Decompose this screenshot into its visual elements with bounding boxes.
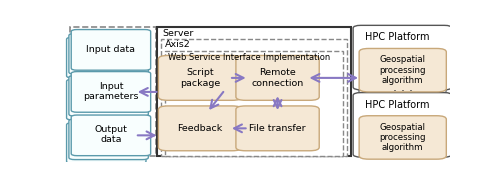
Text: Feedback: Feedback: [178, 124, 222, 133]
Text: · · ·: · · ·: [392, 85, 412, 98]
Text: File transfer: File transfer: [249, 124, 306, 133]
Text: Remote
connection: Remote connection: [252, 68, 304, 88]
FancyBboxPatch shape: [69, 33, 148, 74]
Text: Axis2: Axis2: [165, 40, 191, 49]
Text: Geospatial
processing
algorithm: Geospatial processing algorithm: [380, 55, 426, 85]
Text: HPC Platform: HPC Platform: [365, 32, 429, 42]
FancyBboxPatch shape: [353, 93, 452, 157]
Text: Input data: Input data: [86, 45, 136, 54]
FancyBboxPatch shape: [71, 115, 150, 156]
Text: Web Service Interface Implementation: Web Service Interface Implementation: [168, 53, 330, 62]
FancyBboxPatch shape: [359, 116, 446, 159]
Text: Input
parameters: Input parameters: [83, 82, 138, 101]
Text: Geospatial
processing
algorithm: Geospatial processing algorithm: [380, 122, 426, 152]
Text: Script
package: Script package: [180, 68, 220, 88]
FancyBboxPatch shape: [236, 56, 319, 100]
FancyBboxPatch shape: [359, 27, 446, 156]
FancyBboxPatch shape: [69, 119, 148, 160]
FancyBboxPatch shape: [236, 106, 319, 151]
FancyBboxPatch shape: [70, 27, 156, 156]
FancyBboxPatch shape: [359, 48, 446, 92]
FancyBboxPatch shape: [162, 39, 348, 156]
FancyBboxPatch shape: [158, 56, 242, 100]
Text: HPC Platform: HPC Platform: [365, 100, 429, 110]
FancyBboxPatch shape: [158, 27, 351, 156]
FancyBboxPatch shape: [66, 37, 146, 78]
FancyBboxPatch shape: [69, 76, 148, 116]
Text: Server: Server: [162, 29, 194, 38]
FancyBboxPatch shape: [158, 106, 242, 151]
FancyBboxPatch shape: [353, 25, 452, 90]
FancyBboxPatch shape: [165, 51, 344, 156]
Text: Output
data: Output data: [94, 125, 128, 144]
FancyBboxPatch shape: [71, 72, 150, 112]
FancyBboxPatch shape: [71, 29, 150, 70]
FancyBboxPatch shape: [66, 79, 146, 120]
FancyBboxPatch shape: [66, 123, 146, 163]
